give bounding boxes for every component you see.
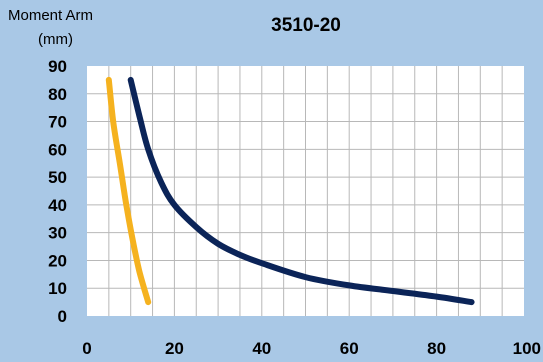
x-tick-label: 0 bbox=[82, 339, 91, 358]
series-line-2 bbox=[127, 76, 475, 306]
y-axis-label-line2: (mm) bbox=[38, 31, 73, 48]
y-axis-label-line1: Moment Arm bbox=[8, 7, 93, 24]
x-tick-labels: 0 20 40 60 80 100 bbox=[82, 339, 541, 358]
x-tick-label: 60 bbox=[340, 339, 359, 358]
y-tick-label: 70 bbox=[48, 113, 67, 132]
x-tick-label: 100 bbox=[513, 339, 541, 358]
x-tick-label: 40 bbox=[252, 339, 271, 358]
x-tick-label: 80 bbox=[427, 339, 446, 358]
y-tick-label: 40 bbox=[48, 196, 67, 215]
y-tick-label: 30 bbox=[48, 224, 67, 243]
chart-title: 3510-20 bbox=[271, 15, 341, 36]
y-tick-label: 20 bbox=[48, 251, 67, 270]
y-tick-label: 50 bbox=[48, 168, 67, 187]
y-tick-labels: 0 10 20 30 40 50 60 70 80 90 bbox=[48, 57, 67, 326]
y-tick-label: 60 bbox=[48, 140, 67, 159]
series-line-1 bbox=[105, 76, 152, 306]
y-tick-label: 0 bbox=[58, 307, 67, 326]
y-tick-label: 80 bbox=[48, 85, 67, 104]
y-tick-label: 90 bbox=[48, 57, 67, 76]
y-tick-label: 10 bbox=[48, 279, 67, 298]
series-layer bbox=[105, 76, 475, 306]
grid bbox=[87, 66, 524, 316]
x-tick-label: 20 bbox=[165, 339, 184, 358]
